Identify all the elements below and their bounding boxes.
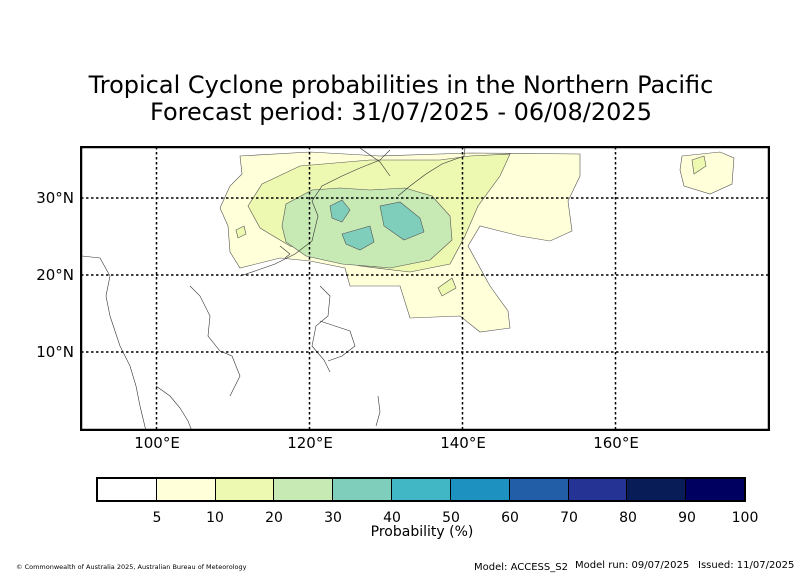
colorbar-segment bbox=[568, 479, 628, 500]
colorbar-segment bbox=[392, 479, 451, 500]
colorbar-segment bbox=[509, 479, 569, 500]
colorbar-segment bbox=[627, 479, 687, 500]
contour-30-40 bbox=[329, 199, 425, 251]
colorbar-tick: 90 bbox=[678, 510, 696, 526]
colorbar-segment bbox=[333, 479, 393, 500]
lon-label-100: 100°E bbox=[134, 434, 180, 452]
map-frame bbox=[80, 146, 770, 431]
colorbar-tick: 50 bbox=[442, 510, 460, 526]
colorbar-tick: 20 bbox=[265, 510, 283, 526]
probability-map bbox=[80, 146, 770, 431]
title-line-2: Forecast period: 31/07/2025 - 06/08/2025 bbox=[150, 98, 652, 126]
lon-label-120: 120°E bbox=[287, 434, 333, 452]
colorbar-segment bbox=[274, 479, 334, 500]
colorbar-tick: 10 bbox=[206, 510, 224, 526]
colorbar-segment bbox=[156, 479, 216, 500]
colorbar-segment bbox=[450, 479, 510, 500]
model-run-date: Model run: 09/07/2025 bbox=[575, 560, 690, 571]
lon-label-160: 160°E bbox=[593, 434, 639, 452]
colorbar-tick: 60 bbox=[501, 510, 519, 526]
coastlines bbox=[81, 147, 466, 431]
colorbar-tick: 40 bbox=[383, 510, 401, 526]
model-name: Model: ACCESS_S2 bbox=[474, 562, 568, 573]
colorbar-tick: 80 bbox=[619, 510, 637, 526]
lat-label-30: 30°N bbox=[36, 189, 74, 207]
graticule bbox=[81, 147, 769, 430]
colorbar-tick: 70 bbox=[560, 510, 578, 526]
colorbar-segment bbox=[686, 479, 744, 500]
copyright-notice: © Commonwealth of Australia 2025, Austra… bbox=[16, 563, 247, 571]
colorbar bbox=[96, 477, 746, 502]
lat-label-10: 10°N bbox=[36, 343, 74, 361]
lon-label-140: 140°E bbox=[440, 434, 486, 452]
colorbar-label: Probability (%) bbox=[370, 524, 474, 540]
colorbar-tick: 30 bbox=[324, 510, 342, 526]
colorbar-tick: 100 bbox=[731, 510, 759, 526]
issued-date: Issued: 11/07/2025 bbox=[698, 560, 795, 571]
colorbar-tick: 5 bbox=[152, 510, 162, 526]
lat-label-20: 20°N bbox=[36, 266, 74, 284]
colorbar-segment bbox=[98, 479, 157, 500]
title-line-1: Tropical Cyclone probabilities in the No… bbox=[88, 71, 714, 99]
colorbar-segment bbox=[215, 479, 275, 500]
